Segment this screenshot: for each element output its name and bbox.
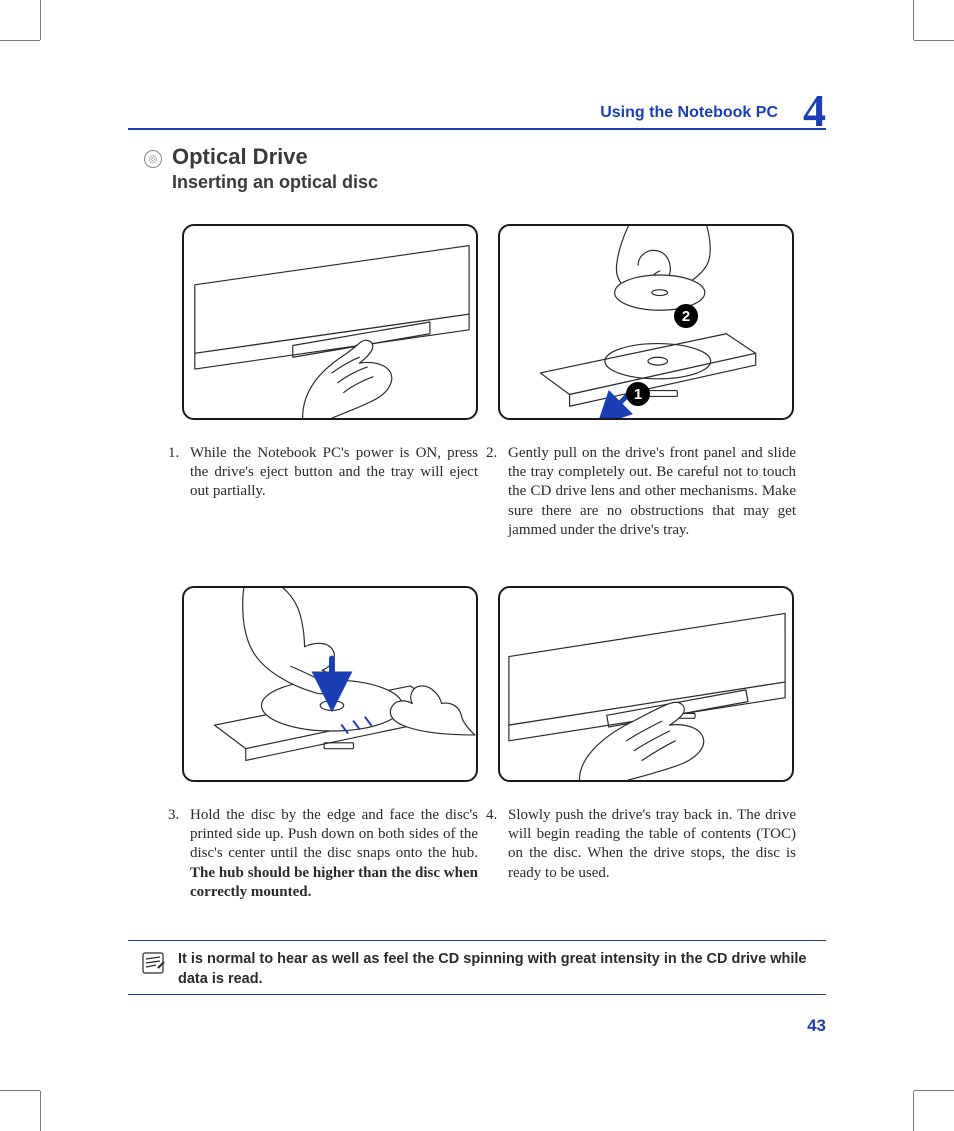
crop-mark (40, 0, 41, 40)
figure-step-1 (182, 224, 478, 420)
step-1: 1. While the Notebook PC's power is ON, … (168, 444, 478, 502)
crop-mark (40, 1091, 41, 1131)
step-2: 2. Gently pull on the drive's front pane… (486, 444, 796, 540)
crop-mark (913, 1091, 914, 1131)
callout-badge-2: 2 (674, 304, 698, 328)
note-icon (140, 950, 166, 976)
header-section-label: Using the Notebook PC (600, 104, 778, 122)
figure-step-3 (182, 586, 478, 782)
step-number: 1. (168, 444, 190, 463)
step-text: While the Notebook PC's power is ON, pre… (190, 444, 478, 502)
note-rule (128, 994, 826, 995)
note-rule (128, 940, 826, 941)
crop-mark (914, 1090, 954, 1091)
crop-mark (914, 40, 954, 41)
step-number: 2. (486, 444, 508, 463)
figure-step-2: 1 2 (498, 224, 794, 420)
step-text: Hold the disc by the edge and face the d… (190, 806, 478, 902)
page: Using the Notebook PC 4 ◎ Optical Drive … (0, 0, 954, 1131)
disc-icon: ◎ (144, 150, 162, 168)
step-text: Slowly push the drive's tray back in. Th… (508, 806, 796, 883)
step-number: 3. (168, 806, 190, 825)
crop-mark (0, 40, 40, 41)
step-text-bold: The hub should be higher than the disc w… (190, 865, 478, 900)
crop-mark (913, 0, 914, 40)
section-title: Optical Drive (172, 144, 308, 170)
step-3: 3. Hold the disc by the edge and face th… (168, 806, 478, 902)
crop-mark (0, 1090, 40, 1091)
figure-step-4 (498, 586, 794, 782)
step-4: 4. Slowly push the drive's tray back in.… (486, 806, 796, 883)
header-rule (128, 128, 826, 130)
step-text-plain: Hold the disc by the edge and face the d… (190, 807, 478, 861)
section-subtitle: Inserting an optical disc (172, 172, 378, 193)
note-text: It is normal to hear as well as feel the… (178, 950, 820, 989)
callout-badge-1: 1 (626, 382, 650, 406)
page-number: 43 (807, 1016, 826, 1036)
step-number: 4. (486, 806, 508, 825)
step-text: Gently pull on the drive's front panel a… (508, 444, 796, 540)
